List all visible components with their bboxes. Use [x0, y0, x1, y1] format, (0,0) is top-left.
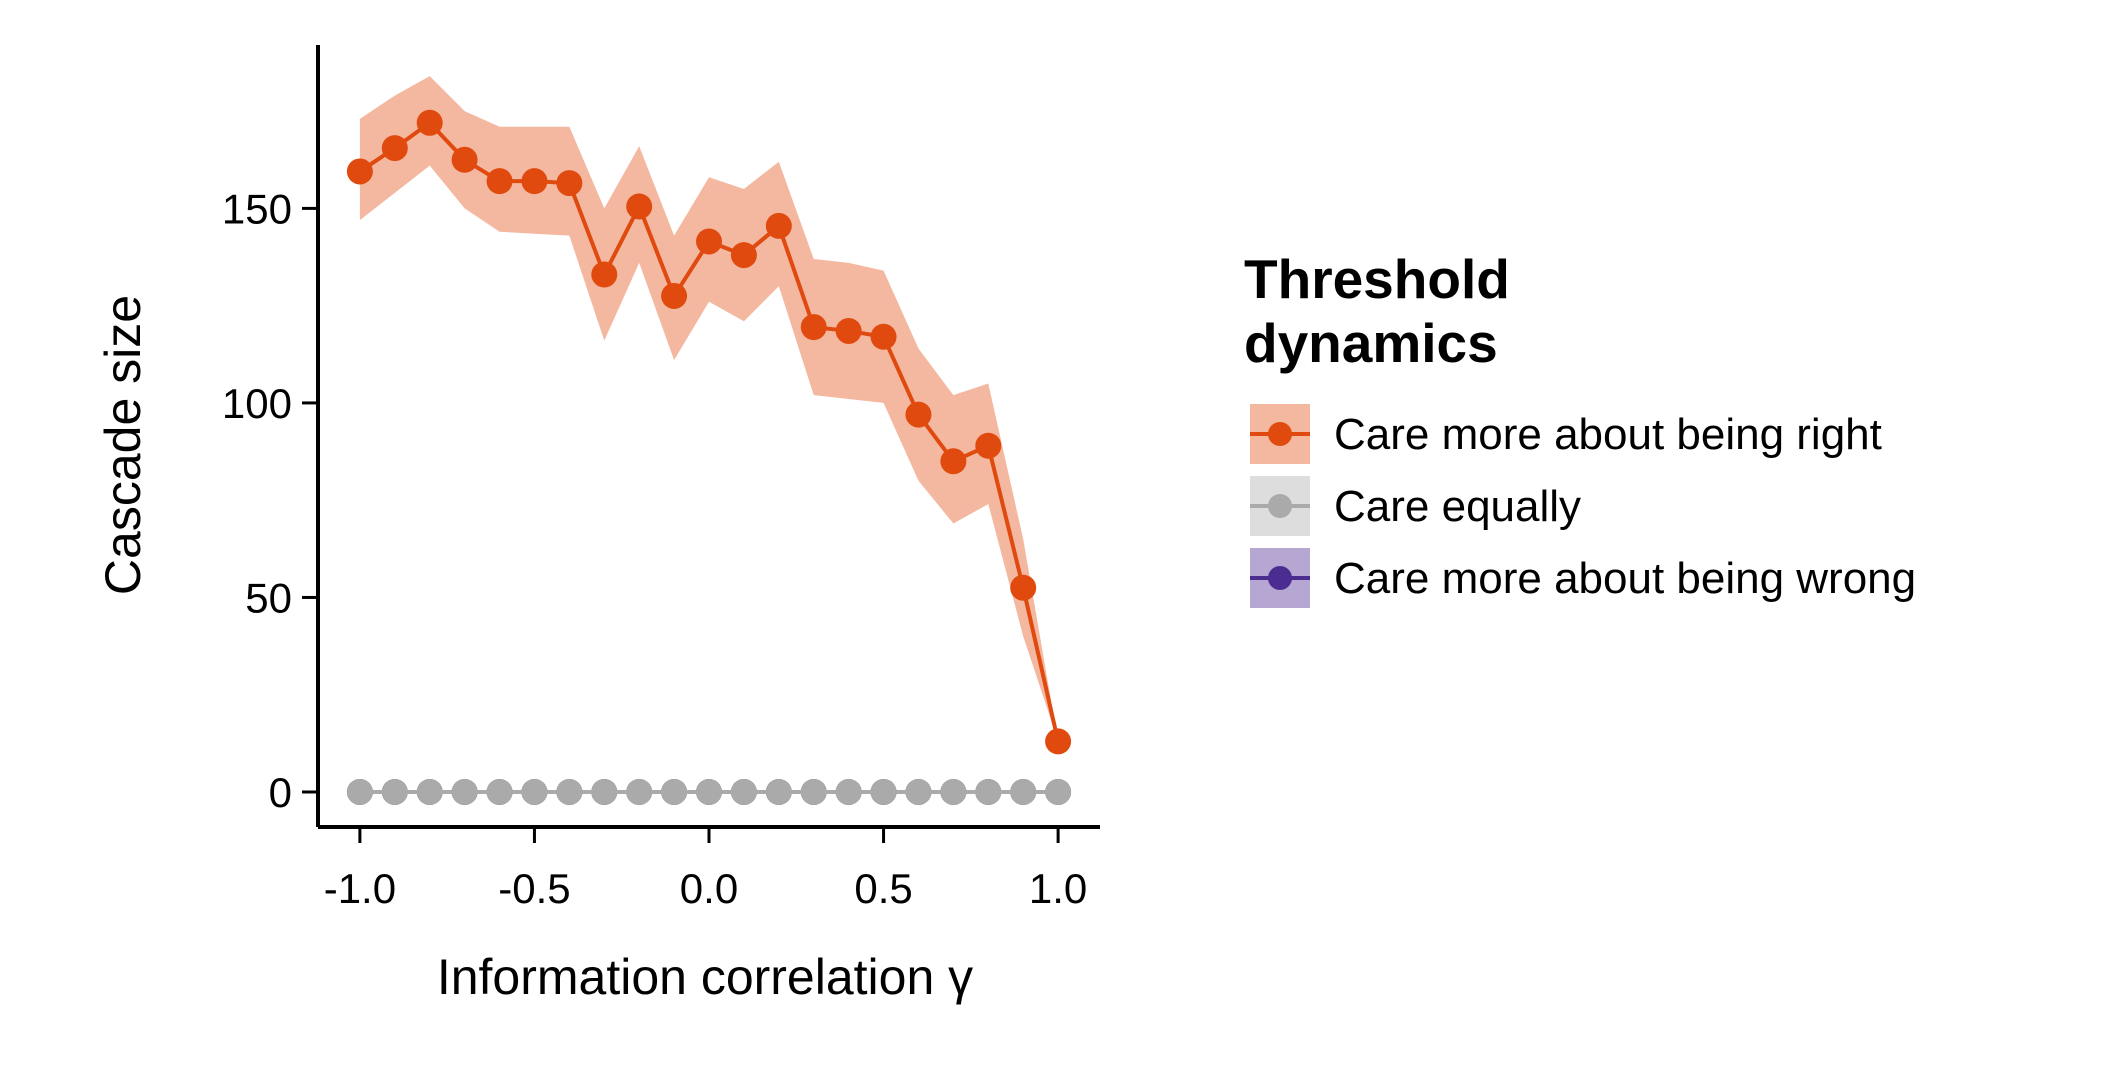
- series-0-point: [1010, 574, 1037, 601]
- series-0-point: [626, 193, 653, 220]
- series-0-point: [521, 168, 548, 195]
- y-axis-title: Cascade size: [95, 295, 151, 595]
- series-0: [346, 76, 1072, 755]
- series-0-point: [451, 146, 478, 173]
- y-tick-label: 100: [222, 380, 292, 427]
- legend-label: Care more about being wrong: [1334, 554, 1916, 603]
- series-1-point: [730, 778, 757, 805]
- legend-swatch-marker: [1268, 566, 1292, 590]
- y-tick-label: 150: [222, 185, 292, 232]
- series-1-point: [696, 778, 722, 805]
- series-1-point: [556, 778, 583, 805]
- legend-item: Care more about being right: [1250, 404, 1882, 464]
- series-1-point: [521, 778, 548, 805]
- x-tick-label: 1.0: [1029, 865, 1087, 912]
- y-tick-label: 50: [245, 574, 292, 621]
- series-0-point: [346, 158, 373, 185]
- series-0-point: [381, 135, 408, 162]
- plot-area: [346, 76, 1072, 805]
- series-1-point: [800, 778, 827, 805]
- x-tick-label: 0.0: [680, 865, 738, 912]
- legend: Threshold dynamics Care more about being…: [1244, 248, 1916, 608]
- series-0-confidence-band: [359, 76, 1059, 742]
- series-0-point: [870, 323, 897, 350]
- series-0-point: [556, 170, 583, 197]
- series-0-point: [905, 401, 932, 428]
- series-1-point: [870, 778, 897, 805]
- series-0-point: [661, 282, 688, 309]
- series-0-point: [835, 317, 862, 344]
- legend-item: Care more about being wrong: [1250, 548, 1916, 608]
- legend-title-line-2: dynamics: [1244, 312, 1498, 374]
- series-1-point: [1045, 778, 1072, 805]
- series-1-point: [381, 778, 408, 805]
- x-tick-label: -0.5: [498, 865, 570, 912]
- series-1-point: [835, 778, 862, 805]
- series-0-point: [765, 212, 792, 239]
- series-1-point: [346, 778, 373, 805]
- series-1-point: [905, 778, 932, 805]
- series-1-point: [591, 778, 618, 805]
- series-0-point: [730, 242, 757, 269]
- series-1-point: [416, 778, 443, 805]
- series-0-point: [591, 261, 618, 288]
- y-tick-label: 0: [269, 769, 292, 816]
- legend-swatch-marker: [1268, 494, 1292, 518]
- series-1-point: [940, 778, 967, 805]
- x-ticks: -1.0 -0.5 0.0 0.5 1.0: [324, 827, 1087, 912]
- series-1-point: [626, 778, 653, 805]
- series-0-point: [1045, 728, 1072, 755]
- series-1-point: [486, 778, 513, 805]
- series-0-point: [486, 168, 513, 195]
- legend-title-line-1: Threshold: [1244, 248, 1510, 310]
- legend-label: Care more about being right: [1334, 410, 1882, 459]
- legend-label: Care equally: [1334, 482, 1581, 531]
- series-1-point: [661, 778, 688, 805]
- axes: 0 50 100 150 -1.0 -0.5 0.0 0.5 1.0 Information …: [95, 45, 1100, 1005]
- x-tick-label: 0.5: [854, 865, 912, 912]
- series-1-point: [451, 778, 478, 805]
- x-axis-title: Information correlation γ: [437, 949, 973, 1005]
- series-0-point: [940, 448, 967, 475]
- series-1-point: [975, 778, 1002, 805]
- legend-swatch-marker: [1268, 422, 1292, 446]
- series-0-point: [416, 109, 443, 136]
- series-0-point: [800, 314, 827, 341]
- series-1-point: [1010, 778, 1037, 805]
- series-1: [346, 778, 1072, 805]
- series-0-point: [975, 432, 1002, 459]
- series-0-point: [696, 228, 722, 255]
- y-ticks: 0 50 100 150: [222, 185, 318, 816]
- legend-items: Care more about being right Care equally C…: [1250, 404, 1916, 608]
- x-tick-label: -1.0: [324, 865, 396, 912]
- legend-item: Care equally: [1250, 476, 1581, 536]
- series-1-point: [765, 778, 792, 805]
